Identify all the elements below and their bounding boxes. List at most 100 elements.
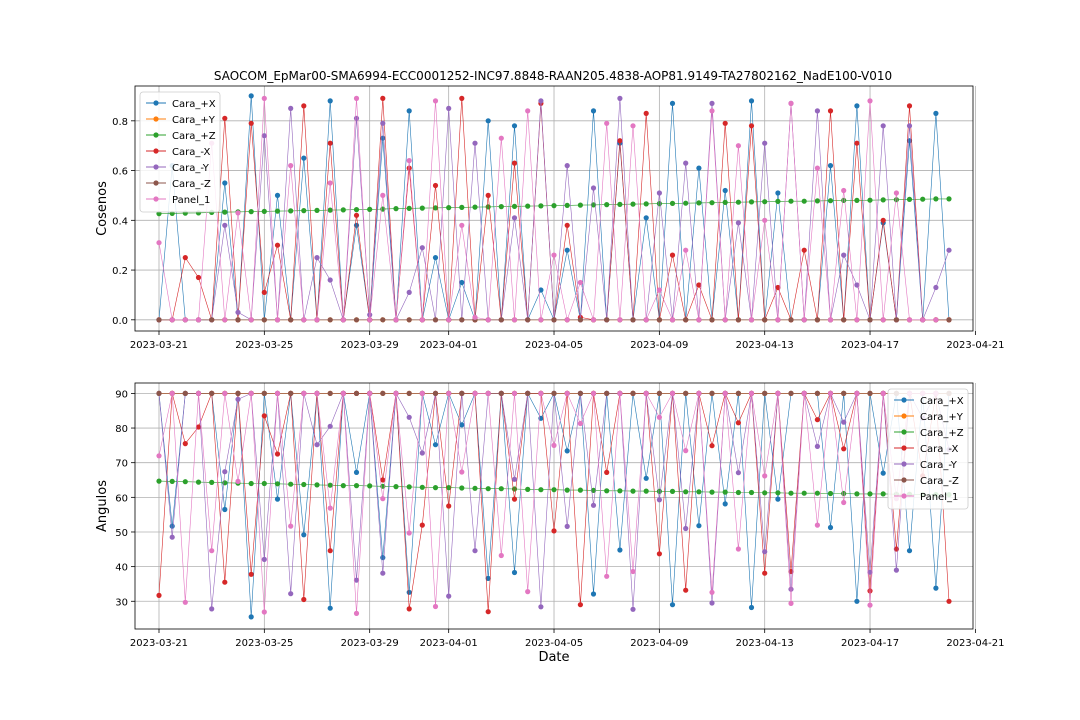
x-tick-label: 2023-04-09 xyxy=(630,340,688,351)
data-point xyxy=(775,198,781,204)
data-point xyxy=(327,605,333,611)
data-point xyxy=(525,390,531,396)
legend-box xyxy=(887,388,969,510)
legend-label: Cara_+Z xyxy=(172,131,216,142)
data-point xyxy=(472,314,478,320)
data-point xyxy=(867,98,873,104)
data-point xyxy=(696,200,702,206)
data-point xyxy=(762,473,768,479)
data-point xyxy=(683,587,689,593)
data-point xyxy=(380,390,386,396)
data-point xyxy=(327,423,333,429)
data-point xyxy=(735,143,742,149)
data-point xyxy=(498,135,504,141)
x-tick-label: 2023-04-05 xyxy=(525,340,583,351)
data-point xyxy=(762,570,768,576)
data-point xyxy=(406,390,412,396)
data-point xyxy=(656,317,663,323)
y-tick-label: 0.2 xyxy=(112,266,128,277)
data-point xyxy=(485,317,491,323)
data-point xyxy=(577,487,584,493)
data-point xyxy=(748,390,755,396)
data-point xyxy=(590,390,597,396)
y-tick-label: 50 xyxy=(115,528,128,539)
data-point xyxy=(485,118,491,124)
data-point xyxy=(814,390,821,396)
data-point xyxy=(485,390,491,396)
data-point xyxy=(814,165,821,171)
legend-marker xyxy=(901,413,907,419)
data-point xyxy=(353,469,360,475)
data-point xyxy=(538,487,544,493)
data-point xyxy=(656,551,663,557)
legend-marker xyxy=(153,100,159,106)
data-point xyxy=(880,390,886,396)
data-point xyxy=(222,390,228,396)
data-point xyxy=(314,207,320,213)
data-point xyxy=(683,317,689,323)
data-point xyxy=(880,123,886,129)
data-point xyxy=(498,486,504,492)
data-point xyxy=(604,469,610,475)
data-point xyxy=(709,200,715,206)
data-point xyxy=(906,103,913,109)
data-point xyxy=(630,488,636,494)
legend-label: Cara_+X xyxy=(920,396,964,407)
data-point xyxy=(301,390,307,396)
data-point xyxy=(564,247,570,253)
data-point xyxy=(617,390,623,396)
data-point xyxy=(195,424,202,430)
legend-marker xyxy=(153,196,159,202)
data-point xyxy=(195,317,202,323)
data-point xyxy=(314,317,320,323)
data-point xyxy=(380,555,386,561)
data-point xyxy=(709,108,715,114)
data-point xyxy=(735,317,742,323)
data-point xyxy=(367,390,373,396)
data-point xyxy=(841,317,847,323)
data-point xyxy=(182,255,188,261)
data-point xyxy=(406,289,412,295)
data-point xyxy=(459,422,465,428)
data-point xyxy=(564,390,570,396)
legend: Cara_+X Cara_+Y Cara_+Z Cara_-X Cara_-Y Cara_… xyxy=(139,91,221,213)
data-point xyxy=(380,135,386,141)
chart-title: SAOCOM_EpMar00-SMA6994-ECC0001252-INC97.… xyxy=(214,69,892,83)
plot-frame xyxy=(134,85,974,332)
data-point xyxy=(946,317,952,323)
data-point xyxy=(261,480,267,487)
data-point xyxy=(683,489,689,495)
data-point xyxy=(551,442,557,448)
data-point xyxy=(222,506,228,513)
data-point xyxy=(630,606,636,612)
legend-label: Cara_-X xyxy=(172,147,210,158)
data-point xyxy=(748,489,755,496)
legend-marker xyxy=(901,493,907,499)
data-point xyxy=(525,486,531,492)
data-point xyxy=(564,163,570,169)
data-point xyxy=(722,390,728,396)
data-point xyxy=(696,489,702,495)
data-point xyxy=(353,483,360,489)
legend-marker xyxy=(901,445,907,451)
data-point xyxy=(327,277,333,283)
data-point xyxy=(459,485,465,491)
data-point xyxy=(827,317,834,323)
data-point xyxy=(748,98,755,104)
data-point xyxy=(643,488,649,494)
data-point xyxy=(353,317,360,323)
legend-marker xyxy=(901,461,907,467)
data-point xyxy=(274,481,281,487)
data-point xyxy=(735,489,742,496)
data-point xyxy=(630,201,636,207)
data-point xyxy=(538,390,544,396)
data-point xyxy=(156,240,162,246)
data-point xyxy=(696,165,702,171)
data-point xyxy=(564,448,570,454)
data-point xyxy=(538,98,544,104)
data-point xyxy=(353,222,360,228)
data-point xyxy=(669,317,676,323)
data-point xyxy=(195,390,202,396)
data-point xyxy=(459,222,465,228)
data-point xyxy=(235,317,241,323)
